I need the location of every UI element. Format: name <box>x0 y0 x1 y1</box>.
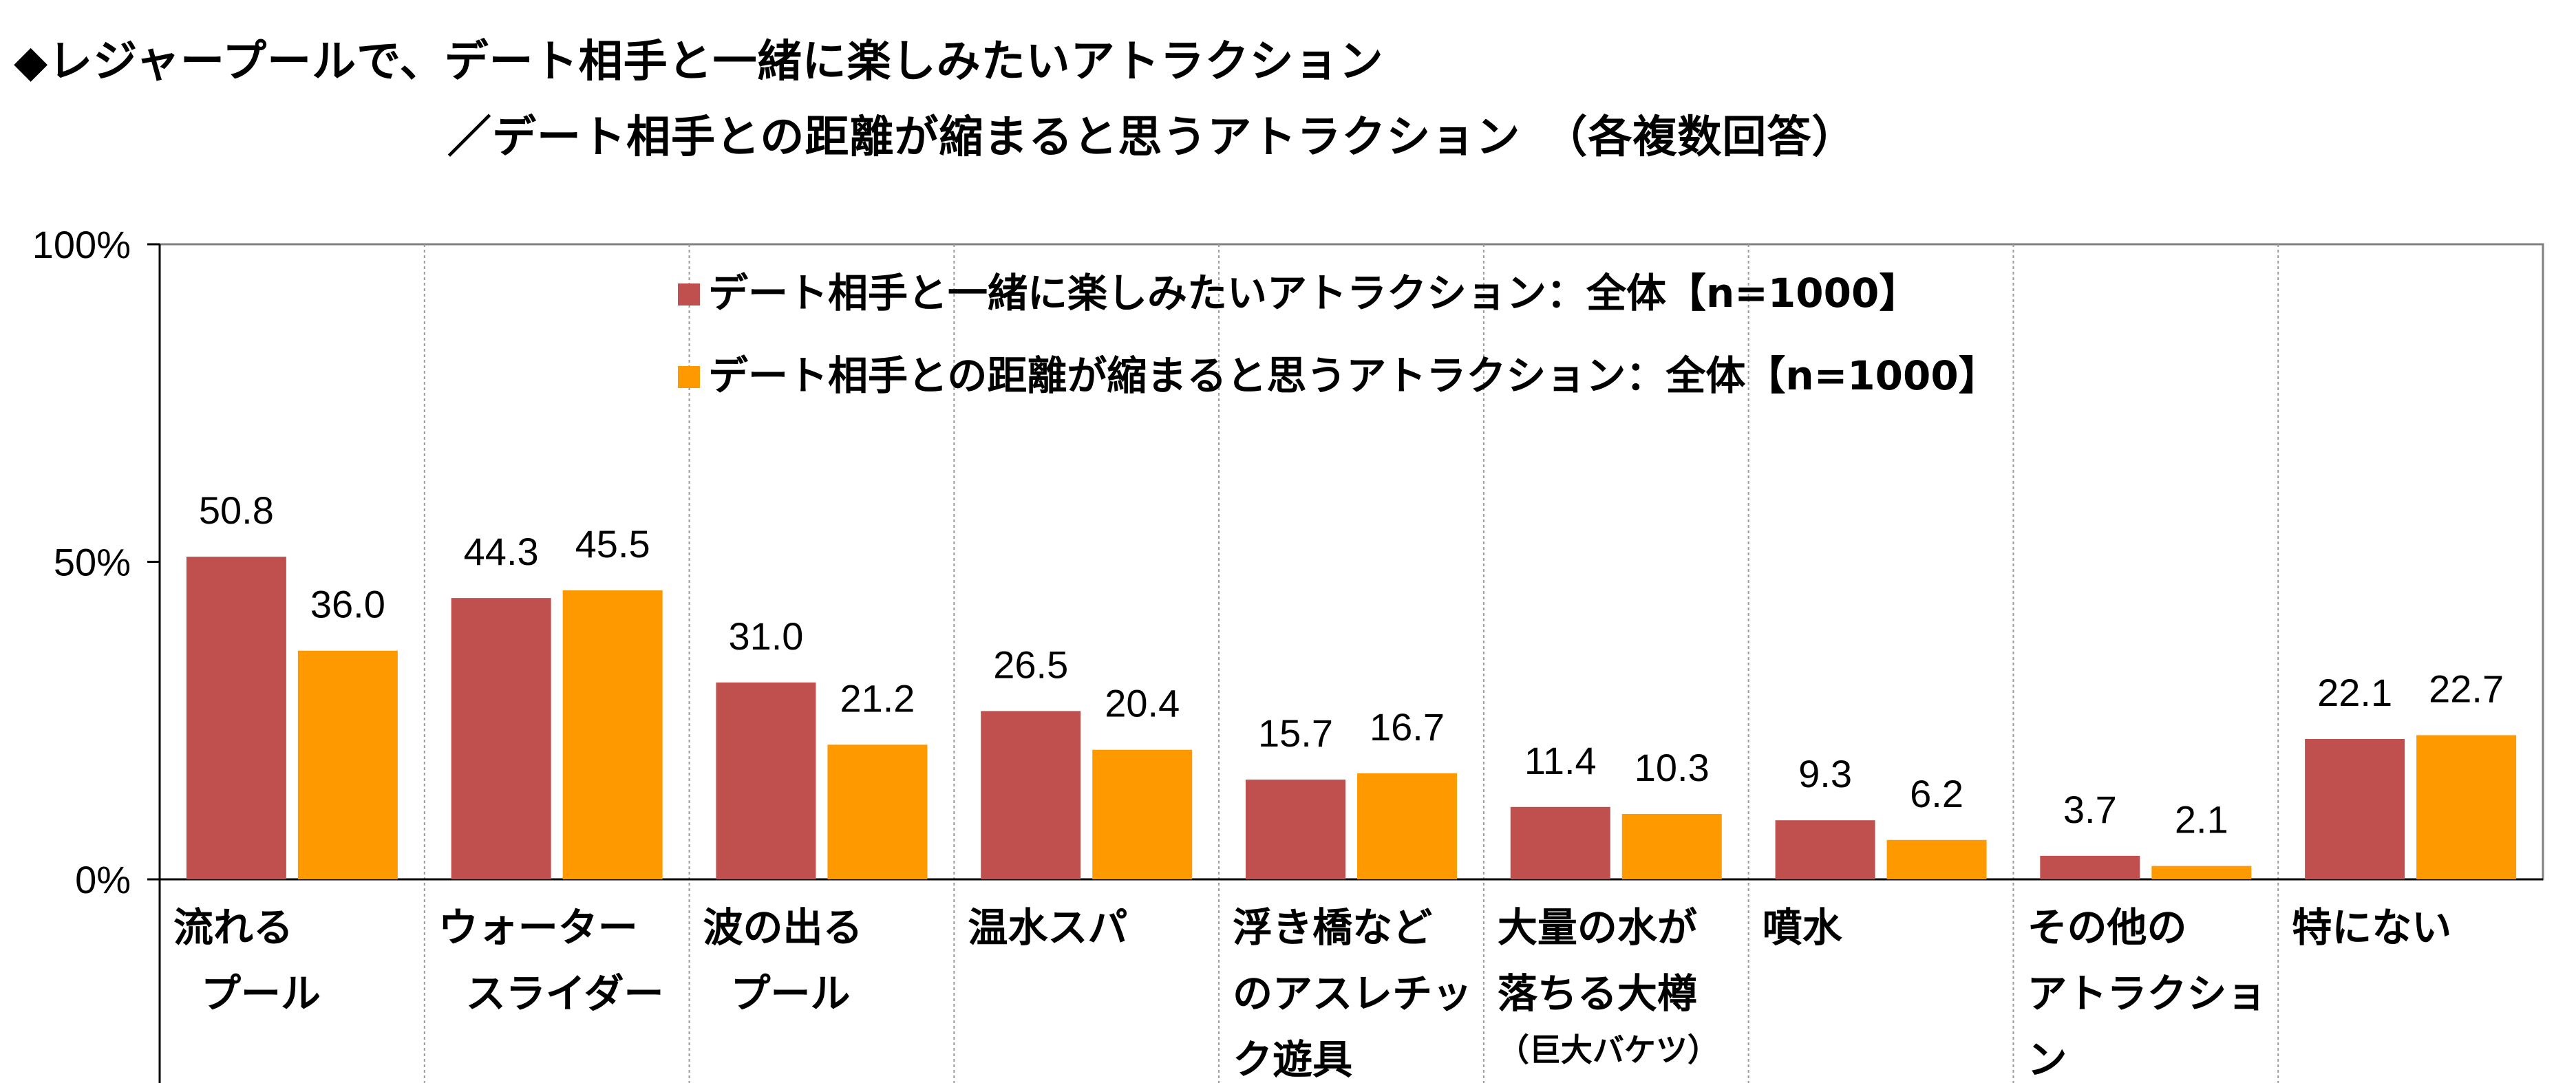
chart-title-line1: ◆レジャープールで、デート相手と一緒に楽しみたいアトラクション <box>14 36 1384 87</box>
category-label: （巨大バケツ） <box>1498 1031 1719 1069</box>
value-label: 11.4 <box>1524 739 1597 782</box>
value-labels: 50.8 44.3 31.0 26.5 15.7 11.4 9.3 3.7 22.1 36.0 45… <box>199 489 2504 841</box>
bar-series2 <box>1092 749 1193 879</box>
value-label: 50.8 <box>199 489 274 532</box>
value-label: 21.2 <box>840 676 915 720</box>
bar-series2 <box>1357 773 1457 879</box>
bar-series2 <box>2416 735 2517 879</box>
legend-label-series1: デート相手と一緒に楽しみたいアトラクション：全体【n=1000】 <box>708 270 1919 317</box>
value-label: 3.7 <box>2063 788 2117 831</box>
legend-swatch-series2 <box>678 366 700 388</box>
legend: デート相手と一緒に楽しみたいアトラクション：全体【n=1000】デート相手との距… <box>678 270 1999 399</box>
bar-series1 <box>1246 780 1345 879</box>
legend-swatch-series1 <box>678 283 700 305</box>
value-label: 15.7 <box>1258 711 1333 755</box>
category-label: プール <box>201 970 321 1017</box>
category-label: ン <box>2027 1036 2067 1083</box>
value-label: 22.7 <box>2429 667 2504 710</box>
value-label: 36.0 <box>310 583 385 626</box>
category-label: 浮き橋など <box>1233 904 1432 951</box>
bar-series2 <box>2151 866 2252 879</box>
category-label: その他の <box>2027 904 2186 951</box>
category-label: 特にない <box>2292 904 2451 951</box>
y-tick-label: 50% <box>54 541 131 584</box>
category-label: プール <box>731 970 851 1017</box>
bar-series1 <box>2305 739 2405 879</box>
value-label: 45.5 <box>575 522 650 566</box>
category-label: 温水スパ <box>968 904 1127 951</box>
category-label: ウォーター <box>438 904 638 951</box>
category-label: 落ちる大樽 <box>1498 970 1697 1017</box>
value-label: 16.7 <box>1370 705 1445 749</box>
category-label: アトラクショ <box>2027 970 2266 1017</box>
value-label: 20.4 <box>1105 682 1180 725</box>
category-separators <box>423 244 2279 1083</box>
category-label: 噴水 <box>1763 904 1843 951</box>
value-label: 22.1 <box>2317 671 2392 714</box>
value-label: 10.3 <box>1635 746 1710 789</box>
bar-series1 <box>1510 806 1610 879</box>
bar-series2 <box>297 650 398 879</box>
bar-series2 <box>1886 839 1987 879</box>
y-tick-label: 100% <box>32 223 131 266</box>
legend-label-series2: デート相手との距離が縮まると思うアトラクション：全体【n=1000】 <box>708 352 1999 399</box>
value-label: 26.5 <box>993 643 1068 686</box>
category-label: のアスレチッ <box>1233 970 1472 1017</box>
value-label: 9.3 <box>1798 752 1852 795</box>
bar-series1 <box>1775 820 1875 879</box>
y-axis: 0% 50% 100% <box>32 223 2543 1083</box>
category-label: 流れる <box>173 904 293 951</box>
category-label: ク遊具 <box>1233 1036 1352 1083</box>
bar-series1 <box>2040 855 2140 879</box>
category-label: スライダー <box>466 970 664 1017</box>
category-label: 大量の水が <box>1498 904 1697 951</box>
value-label: 44.3 <box>464 530 539 573</box>
y-tick-label: 0% <box>75 858 131 901</box>
bar-series1 <box>186 557 286 879</box>
bar-series1 <box>451 598 551 879</box>
value-label: 31.0 <box>728 614 803 658</box>
bars <box>186 557 2517 879</box>
value-label: 2.1 <box>2175 798 2228 841</box>
chart-title-line2: ／デート相手との距離が縮まると思うアトラクション （各複数回答） <box>447 112 1857 163</box>
bar-series1 <box>981 711 1081 879</box>
bar-series2 <box>827 744 928 879</box>
bar-series2 <box>562 590 663 879</box>
bar-series1 <box>716 682 816 879</box>
category-label: 波の出る <box>703 904 863 951</box>
value-label: 6.2 <box>1910 772 1963 815</box>
bar-series2 <box>1621 813 1722 879</box>
